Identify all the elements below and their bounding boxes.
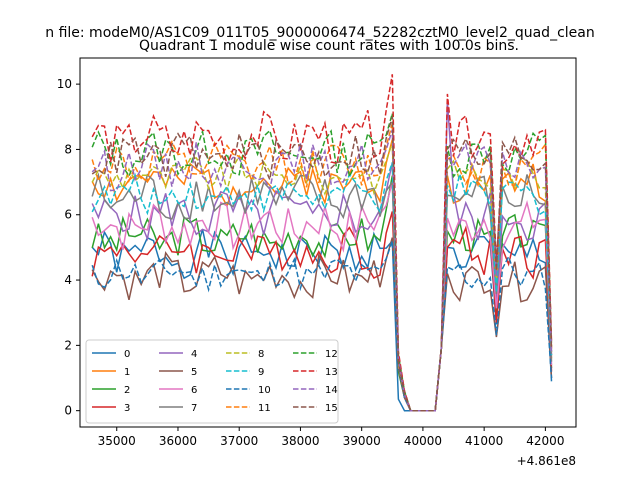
legend-label: 6 xyxy=(191,385,197,396)
series-line-6 xyxy=(91,181,553,412)
x-tick-label: 42000 xyxy=(526,434,564,448)
series-line-13 xyxy=(91,74,553,412)
legend-label: 3 xyxy=(124,403,130,414)
figure-suptitle: n file: modeM0/AS1C09_011T05_9000006474_… xyxy=(45,25,594,41)
y-tick-label: 2 xyxy=(64,338,72,352)
legend-label: 15 xyxy=(325,403,338,414)
series-layer xyxy=(91,74,553,412)
series-line-11 xyxy=(91,123,553,412)
legend-label: 13 xyxy=(325,367,338,378)
chart-title: Quadrant 1 module wise count rates with … xyxy=(139,38,519,54)
x-tick-label: 37000 xyxy=(220,434,258,448)
series-line-10 xyxy=(91,240,553,412)
series-line-14 xyxy=(91,129,553,412)
series-line-3 xyxy=(91,211,553,412)
legend-box xyxy=(85,339,339,424)
legend-label: 7 xyxy=(191,403,197,414)
y-tick-label: 8 xyxy=(64,142,72,156)
x-tick-label: 35000 xyxy=(98,434,136,448)
legend-label: 1 xyxy=(124,367,130,378)
y-axis: 0 2 4 6 8 10 xyxy=(57,77,80,418)
series-line-7 xyxy=(91,172,553,412)
x-tick-label: 40000 xyxy=(404,434,442,448)
series-line-12 xyxy=(91,113,553,412)
legend-label: 2 xyxy=(124,385,130,396)
x-axis: 35000 36000 37000 38000 39000 40000 41000 42000 xyxy=(98,427,564,448)
y-tick-label: 4 xyxy=(64,273,72,287)
y-tick-label: 10 xyxy=(57,77,72,91)
legend-label: 4 xyxy=(191,349,197,360)
legend-label: 10 xyxy=(258,385,271,396)
legend-label: 0 xyxy=(124,349,130,360)
x-tick-label: 39000 xyxy=(343,434,381,448)
plot-frame xyxy=(79,57,577,428)
y-tick-label: 6 xyxy=(64,208,72,222)
x-tick-label: 41000 xyxy=(465,434,503,448)
x-tick-label: 38000 xyxy=(281,434,319,448)
series-line-4 xyxy=(91,100,553,412)
series-line-5 xyxy=(91,237,553,412)
x-tick-label: 36000 xyxy=(159,434,197,448)
legend-label: 9 xyxy=(258,367,264,378)
series-line-8 xyxy=(91,142,553,412)
x-offset-label: +4.861e8 xyxy=(517,454,576,468)
legend-label: 8 xyxy=(258,349,264,360)
legend-label: 5 xyxy=(191,367,197,378)
legend-label: 14 xyxy=(325,385,338,396)
legend-label: 11 xyxy=(258,403,271,414)
legend-label: 12 xyxy=(325,349,338,360)
y-tick-label: 0 xyxy=(64,404,72,418)
series-line-9 xyxy=(91,162,553,412)
series-line-15 xyxy=(91,116,553,412)
